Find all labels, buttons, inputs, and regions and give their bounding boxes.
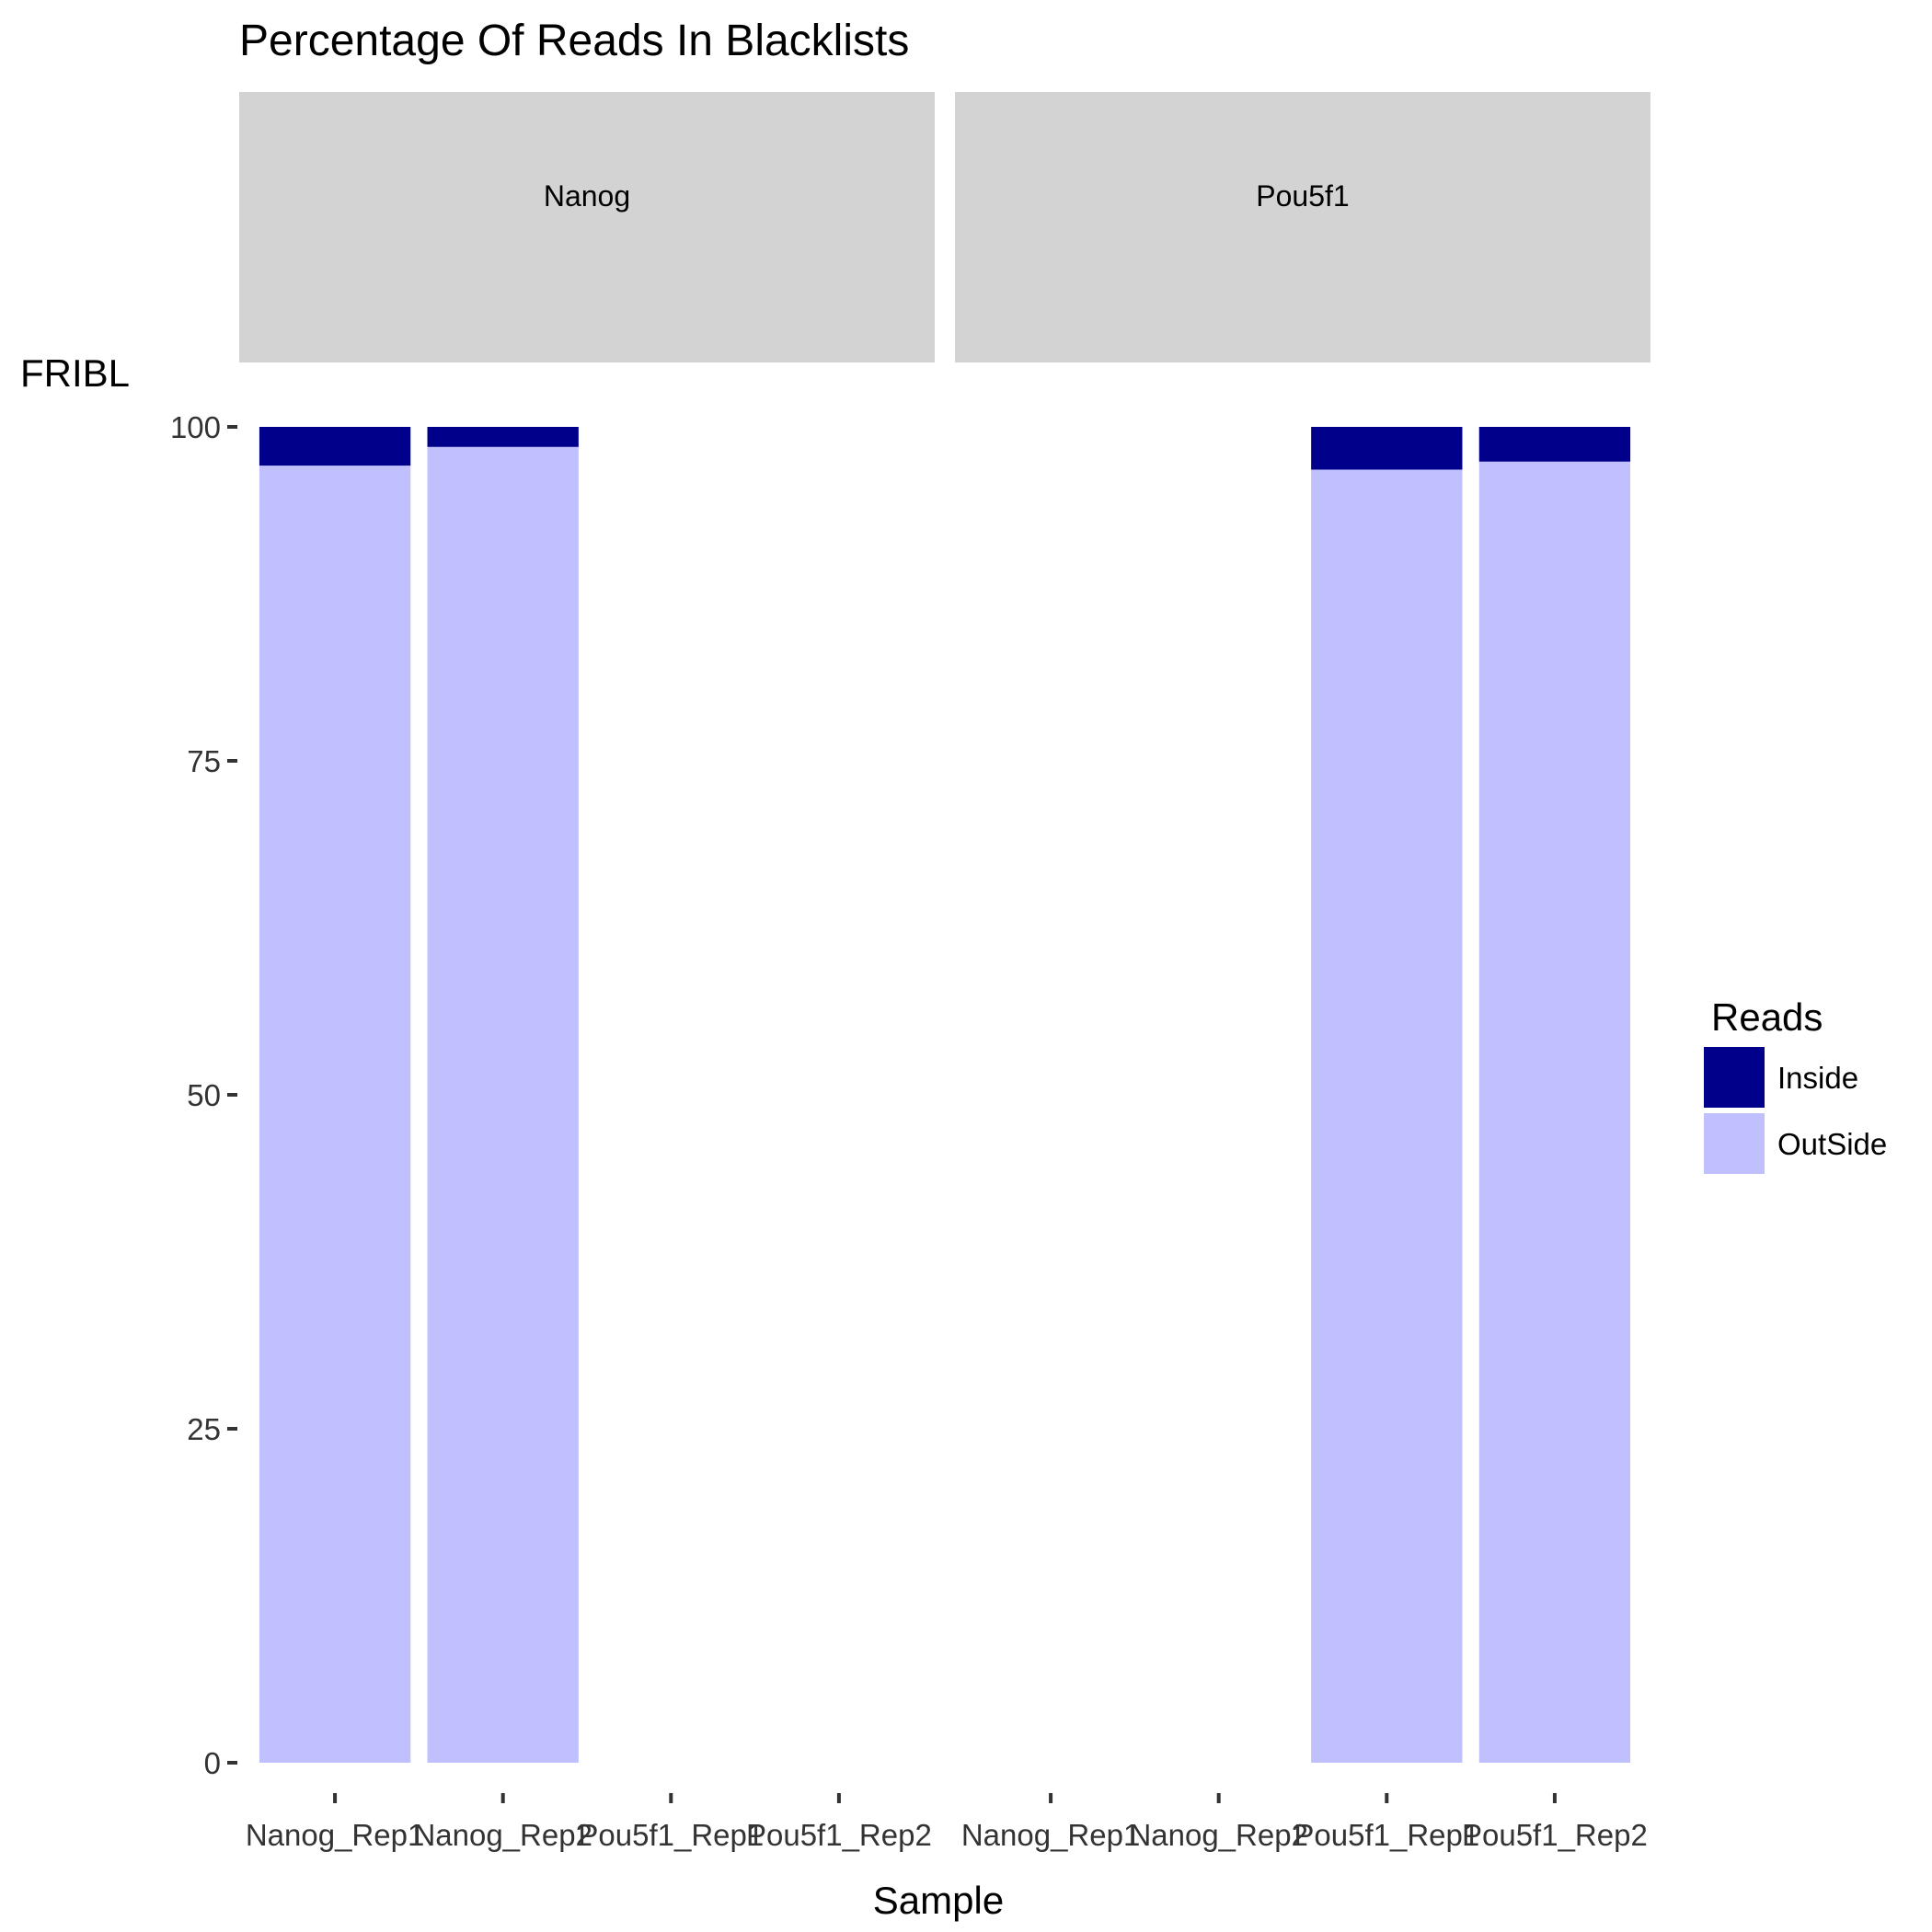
y-tick-label: 0 <box>204 1746 221 1780</box>
x-tick-label: Nanog_Rep1 <box>961 1818 1141 1852</box>
bar-outside <box>1311 469 1463 1763</box>
legend-label-outside: OutSide <box>1777 1127 1887 1161</box>
panel-pou5f1: Pou5f1 Nanog_Rep1Nanog_Rep2Pou5f1_Rep1Pou… <box>955 92 1650 1852</box>
x-tick-label: Nanog_Rep2 <box>1129 1818 1308 1852</box>
x-tick-label: Pou5f1_Rep1 <box>1294 1818 1479 1852</box>
y-tick-label: 25 <box>187 1412 221 1446</box>
legend-key-outside <box>1704 1113 1765 1174</box>
bar-outside <box>1478 461 1631 1764</box>
chart-title: Percentage Of Reads In Blacklists <box>239 17 909 65</box>
x-tick-label: Pou5f1_Rep2 <box>1462 1818 1648 1852</box>
facet-strip <box>955 92 1650 362</box>
bar-inside <box>427 427 579 447</box>
x-tick-label: Pou5f1_Rep2 <box>746 1818 932 1852</box>
legend-label-inside: Inside <box>1777 1061 1858 1095</box>
facet-strip <box>239 92 935 362</box>
y-tick-label: 75 <box>187 744 221 778</box>
y-tick-label: 100 <box>170 410 221 444</box>
facet-panels: NanogNanog_Rep1Nanog_Rep2Pou5f1_Rep1Pou5… <box>239 92 1650 1852</box>
x-tick-label: Pou5f1_Rep1 <box>578 1818 764 1852</box>
y-tick-label: 50 <box>187 1078 221 1112</box>
facet-strip-label: Nanog <box>544 179 630 213</box>
y-axis: 0 25 50 75 100 <box>170 410 237 1780</box>
legend-keys: Inside OutSide <box>1704 1047 1887 1174</box>
bar-outside <box>427 446 579 1763</box>
x-axis-title: Sample <box>873 1879 1004 1922</box>
bar-inside <box>259 427 411 466</box>
facet-strip-label: Pou5f1 <box>1256 179 1349 213</box>
legend: Reads Inside OutSide <box>1704 995 1887 1174</box>
x-tick-label: Nanog_Rep1 <box>246 1818 425 1852</box>
bar-inside <box>1478 427 1631 462</box>
x-tick-label: Nanog_Rep2 <box>413 1818 592 1852</box>
y-axis-title: FRIBL <box>20 351 130 395</box>
legend-title: Reads <box>1711 995 1823 1039</box>
bar-inside <box>1311 427 1463 470</box>
legend-key-inside <box>1704 1047 1765 1108</box>
panel-nanog: Nanog Nanog_Rep1Nanog_Rep2Pou5f1_Rep1Pou5… <box>239 92 935 1852</box>
bar-outside <box>259 466 411 1763</box>
